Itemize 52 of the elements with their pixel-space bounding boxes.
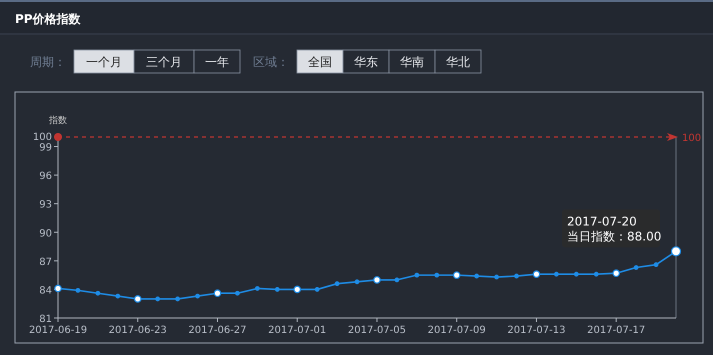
point (95, 290, 100, 296)
chart-title: PP价格指数 (15, 12, 82, 26)
y-axis-title: 指数 (48, 115, 67, 126)
point (254, 286, 260, 291)
point (634, 265, 639, 270)
annotation: 2017-07-20 当日指数：88.00 (567, 214, 662, 244)
text: 华南 (400, 55, 424, 69)
y-tick-label: 96 (39, 171, 52, 182)
point (274, 287, 280, 292)
x-tick-label: 2017-07-17 (587, 325, 646, 336)
text: 华北 (446, 55, 470, 69)
x-tick-label: 2017-06-27 (188, 325, 247, 336)
text: 区域： (253, 55, 289, 69)
point (434, 272, 440, 278)
point (394, 277, 400, 282)
point (155, 296, 160, 302)
point (334, 281, 340, 286)
point (654, 262, 658, 268)
ref-line-label: 100 (682, 133, 702, 144)
point (76, 288, 80, 293)
y-tick-label: 93 (39, 200, 52, 211)
point (175, 296, 180, 302)
point (115, 294, 120, 298)
x-tick-label: 2017-07-09 (428, 325, 486, 336)
point (554, 272, 559, 277)
point (195, 294, 200, 298)
text: 华东 (354, 55, 378, 69)
x-tick-label: 2017-06-19 (28, 325, 88, 336)
text: 一年 (205, 55, 229, 69)
point (354, 279, 360, 284)
point (314, 287, 320, 292)
x-tick-label: 2017-07-01 (268, 325, 326, 336)
y-tick-label: 90 (39, 228, 52, 240)
point (414, 272, 420, 278)
point (235, 290, 240, 296)
x-tick-label: 2017-06-23 (108, 325, 167, 336)
x-tick-label: 2017-07-13 (507, 325, 566, 336)
y-tick-label: 100 (32, 132, 52, 143)
point (594, 272, 599, 277)
point (514, 274, 519, 278)
point (574, 272, 579, 277)
y-tick-label: 81 (39, 314, 52, 325)
text: 全国 (308, 55, 332, 69)
x-tick-label: 2017-07-05 (348, 325, 406, 336)
y-tick-label: 99 (39, 142, 52, 154)
y-tick-label: 84 (39, 285, 52, 296)
text: 周期： (30, 55, 66, 69)
y-tick-label: 87 (39, 256, 52, 268)
point (494, 274, 499, 280)
text: 三个月 (146, 55, 182, 69)
point (474, 274, 480, 278)
text: 一个月 (86, 55, 122, 69)
